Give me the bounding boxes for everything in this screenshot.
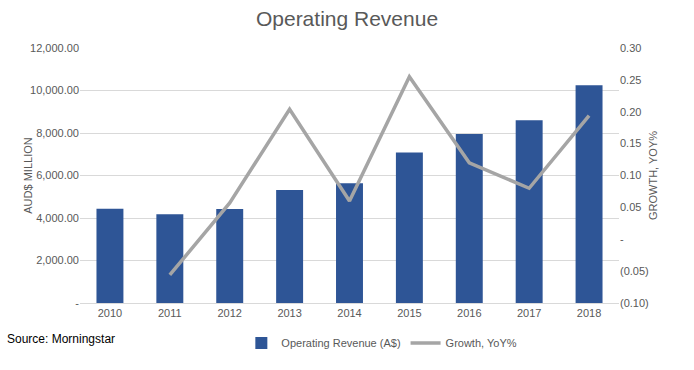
svg-text:AUD$ MILLION: AUD$ MILLION bbox=[22, 137, 34, 213]
svg-text:2017: 2017 bbox=[517, 307, 541, 319]
svg-text:6,000.00: 6,000.00 bbox=[36, 169, 79, 181]
svg-text:2011: 2011 bbox=[158, 307, 182, 319]
svg-text:12,000.00: 12,000.00 bbox=[30, 42, 79, 54]
svg-text:8,000.00: 8,000.00 bbox=[36, 127, 79, 139]
svg-text:2015: 2015 bbox=[397, 307, 421, 319]
svg-text:Operating Revenue: Operating Revenue bbox=[256, 7, 438, 30]
svg-text:Operating Revenue (A$): Operating Revenue (A$) bbox=[281, 337, 400, 349]
svg-text:GROWTH, YOY%: GROWTH, YOY% bbox=[647, 131, 659, 220]
svg-text:0.05: 0.05 bbox=[620, 201, 641, 213]
svg-text:4,000.00: 4,000.00 bbox=[36, 212, 79, 224]
svg-text:-: - bbox=[620, 233, 624, 245]
svg-text:2013: 2013 bbox=[277, 307, 301, 319]
svg-text:2010: 2010 bbox=[98, 307, 122, 319]
svg-text:0.20: 0.20 bbox=[620, 106, 641, 118]
svg-text:-: - bbox=[75, 297, 79, 309]
svg-text:0.10: 0.10 bbox=[620, 169, 641, 181]
svg-text:2018: 2018 bbox=[577, 307, 601, 319]
svg-text:2014: 2014 bbox=[337, 307, 361, 319]
svg-text:Source: Morningstar: Source: Morningstar bbox=[7, 332, 115, 346]
svg-text:10,000.00: 10,000.00 bbox=[30, 84, 79, 96]
svg-text:0.30: 0.30 bbox=[620, 42, 641, 54]
svg-text:0.15: 0.15 bbox=[620, 137, 641, 149]
svg-text:(0.10): (0.10) bbox=[620, 297, 649, 309]
svg-text:2,000.00: 2,000.00 bbox=[36, 254, 79, 266]
svg-text:Growth, YoY%: Growth, YoY% bbox=[446, 337, 517, 349]
svg-text:0.25: 0.25 bbox=[620, 74, 641, 86]
svg-text:2012: 2012 bbox=[217, 307, 241, 319]
svg-text:(0.05): (0.05) bbox=[620, 265, 649, 277]
svg-text:2016: 2016 bbox=[457, 307, 481, 319]
